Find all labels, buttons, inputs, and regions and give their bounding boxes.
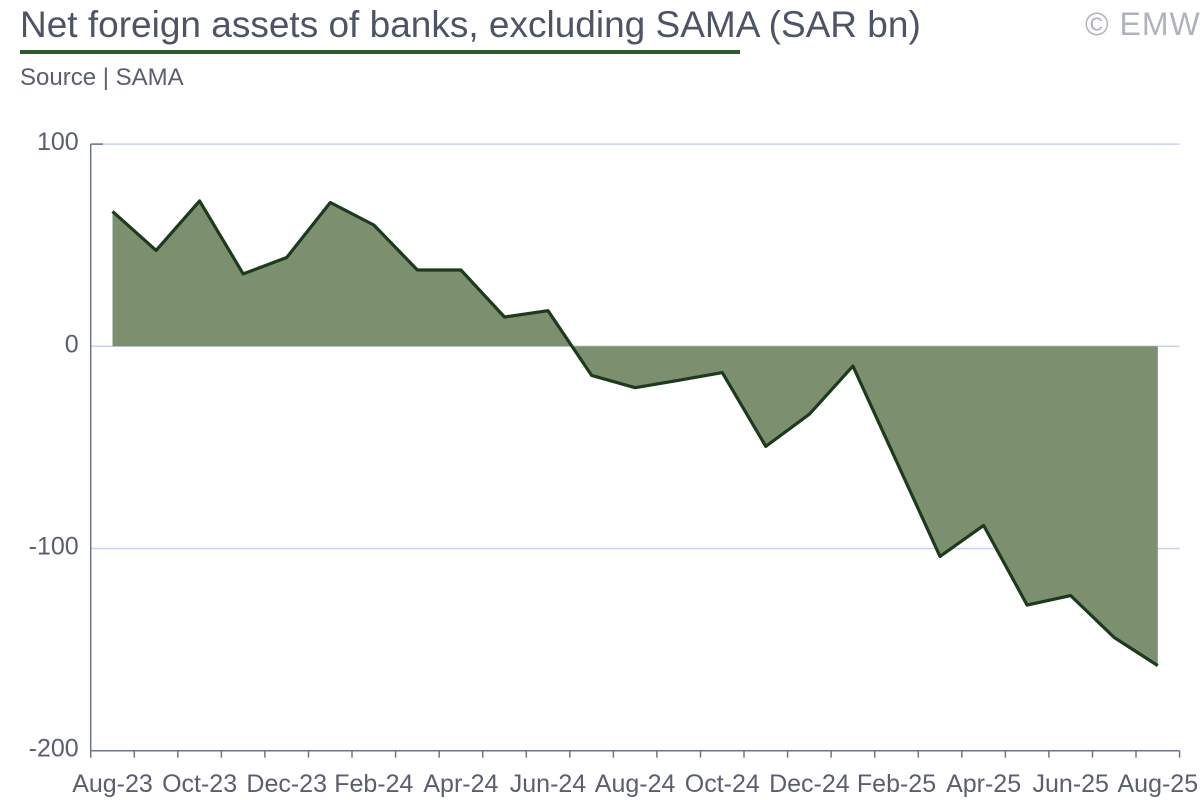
svg-text:Dec-23: Dec-23 [246, 770, 327, 798]
svg-text:Aug-25: Aug-25 [1117, 770, 1198, 798]
svg-text:Jun-25: Jun-25 [1032, 770, 1108, 798]
svg-text:Dec-24: Dec-24 [769, 770, 850, 798]
svg-text:Aug-23: Aug-23 [72, 770, 153, 798]
svg-text:-200: -200 [29, 735, 79, 763]
svg-text:0: 0 [65, 330, 79, 358]
svg-text:Oct-24: Oct-24 [685, 770, 760, 798]
svg-text:Apr-25: Apr-25 [946, 770, 1021, 798]
svg-text:Feb-25: Feb-25 [857, 770, 936, 798]
svg-text:Aug-24: Aug-24 [595, 770, 676, 798]
svg-text:Apr-24: Apr-24 [423, 770, 498, 798]
svg-text:-100: -100 [29, 533, 79, 561]
svg-text:Oct-23: Oct-23 [162, 770, 237, 798]
svg-text:Feb-24: Feb-24 [334, 770, 413, 798]
svg-text:Jun-24: Jun-24 [510, 770, 587, 798]
svg-text:100: 100 [37, 128, 79, 156]
